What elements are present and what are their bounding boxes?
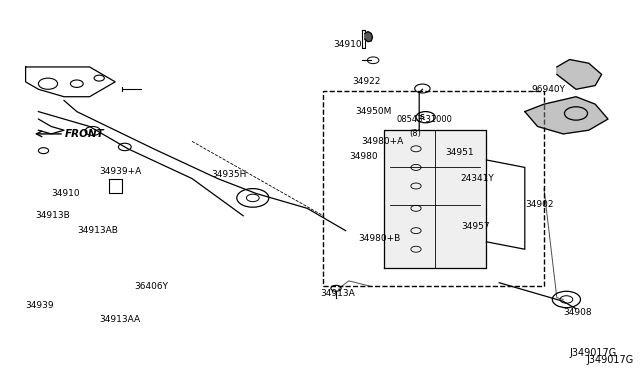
Text: FRONT: FRONT [65, 129, 105, 139]
Text: 34913AB: 34913AB [77, 226, 118, 235]
Text: 34908: 34908 [563, 308, 592, 317]
Text: 34910: 34910 [333, 40, 362, 49]
Text: 36406Y: 36406Y [134, 282, 168, 291]
Text: 34980+B: 34980+B [358, 234, 401, 243]
Text: 34910: 34910 [51, 189, 80, 198]
Text: J349017G: J349017G [586, 355, 634, 365]
Text: 34913B: 34913B [35, 211, 70, 220]
Text: 34939: 34939 [26, 301, 54, 310]
Text: 34951: 34951 [445, 148, 474, 157]
Text: 34950M: 34950M [355, 107, 392, 116]
Text: 08543-31000: 08543-31000 [397, 115, 452, 124]
Polygon shape [365, 32, 372, 42]
Text: 34980: 34980 [349, 152, 378, 161]
Text: 34902: 34902 [525, 200, 554, 209]
Text: 34939+A: 34939+A [99, 167, 141, 176]
Text: J349017G: J349017G [570, 349, 617, 358]
Text: S: S [420, 114, 425, 120]
Text: 34957: 34957 [461, 222, 490, 231]
Polygon shape [384, 130, 486, 268]
Text: 34913AA: 34913AA [99, 315, 140, 324]
Polygon shape [557, 60, 602, 89]
Bar [323, 91, 544, 286]
Text: 34980+A: 34980+A [362, 137, 404, 146]
Text: (8): (8) [410, 129, 422, 138]
Text: 96940Y: 96940Y [531, 85, 565, 94]
Polygon shape [525, 97, 608, 134]
Text: 24341Y: 24341Y [461, 174, 495, 183]
Text: 34922: 34922 [352, 77, 380, 86]
Text: 34913A: 34913A [320, 289, 355, 298]
Text: 34935H: 34935H [211, 170, 246, 179]
